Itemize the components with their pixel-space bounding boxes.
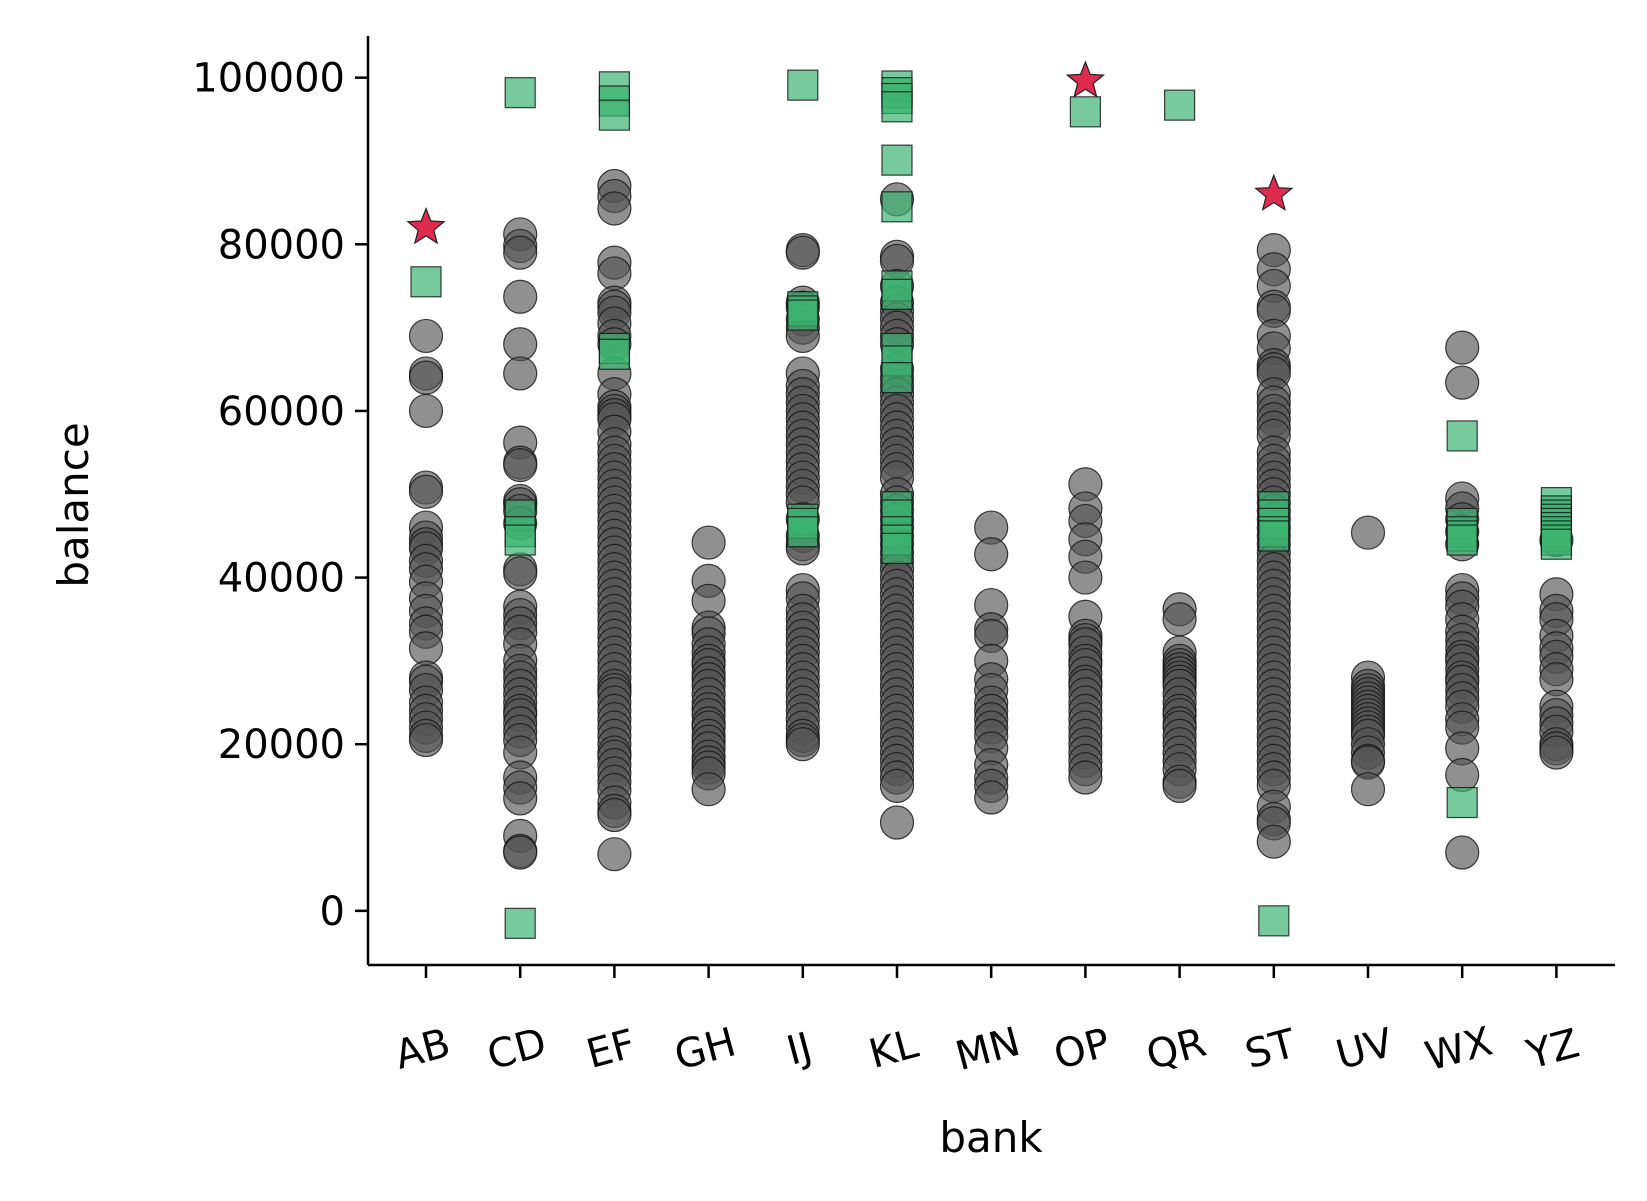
data-point <box>408 393 444 429</box>
plot-area <box>406 60 1574 939</box>
x-tick-label: MN <box>951 1019 1025 1080</box>
data-point <box>503 835 538 870</box>
y-ticks: 0 20000 40000 60000 80000 100000 <box>192 56 368 935</box>
data-point <box>1350 515 1386 550</box>
x-tick-label: YZ <box>1521 1021 1584 1079</box>
x-tick-label: AB <box>390 1020 455 1079</box>
data-point <box>503 235 538 270</box>
data-point <box>974 780 1009 815</box>
x-axis-title: bank <box>939 1113 1043 1162</box>
data-point <box>1068 760 1103 795</box>
data-point <box>1254 173 1294 212</box>
data-point <box>1065 60 1106 98</box>
data-point <box>691 772 726 807</box>
data-point <box>504 77 536 109</box>
x-tick-label: KL <box>864 1021 923 1078</box>
data-point <box>881 91 913 123</box>
x-tick-label: WX <box>1421 1019 1498 1081</box>
data-point <box>1162 602 1197 637</box>
data-point <box>408 318 444 354</box>
data-point <box>1446 420 1478 452</box>
x-tick-label: EF <box>582 1021 641 1078</box>
flagged-series <box>410 69 1573 939</box>
data-point <box>785 727 820 762</box>
y-tick-label: 40000 <box>218 556 345 602</box>
normal-series <box>408 168 1574 872</box>
data-point <box>408 631 444 666</box>
data-point <box>410 266 442 298</box>
data-point <box>504 907 536 939</box>
x-tick-label: OP <box>1049 1020 1115 1079</box>
extreme-series <box>406 60 1294 245</box>
data-point <box>974 537 1009 572</box>
data-point <box>1162 768 1197 803</box>
data-point <box>598 338 631 370</box>
data-point <box>597 256 632 291</box>
data-point <box>503 447 538 483</box>
data-point <box>1445 757 1480 793</box>
data-point <box>881 362 913 394</box>
data-point <box>503 327 538 362</box>
data-point <box>1163 89 1196 121</box>
data-point <box>1445 835 1480 870</box>
data-point <box>597 797 632 833</box>
data-point <box>881 532 913 565</box>
x-tick-label: GH <box>670 1019 741 1079</box>
data-point <box>1256 824 1291 859</box>
y-tick-label: 0 <box>320 889 345 935</box>
data-point <box>881 278 913 310</box>
data-point <box>787 516 819 548</box>
data-point <box>597 191 632 226</box>
data-point <box>503 279 538 314</box>
data-point <box>1445 365 1480 400</box>
x-tick-label: ST <box>1240 1021 1301 1078</box>
data-point <box>881 191 913 223</box>
data-point <box>1350 772 1386 807</box>
data-point <box>879 768 915 803</box>
data-point <box>691 525 726 560</box>
data-point <box>504 524 536 556</box>
y-tick-label: 80000 <box>218 222 345 268</box>
y-axis-title: balance <box>49 422 98 587</box>
y-tick-label: 60000 <box>218 389 345 435</box>
data-point <box>787 299 819 331</box>
x-tick-label: CD <box>483 1020 552 1080</box>
data-point <box>598 99 631 131</box>
data-point <box>503 781 538 816</box>
data-point <box>785 235 820 270</box>
data-point <box>1540 528 1573 560</box>
data-point <box>1068 560 1103 595</box>
data-point <box>408 722 444 758</box>
data-point <box>1258 905 1290 937</box>
y-tick-label: 100000 <box>192 56 345 102</box>
data-point <box>408 474 444 509</box>
data-point <box>879 805 915 840</box>
data-point <box>597 837 632 872</box>
x-tick-label: QR <box>1142 1020 1211 1080</box>
data-point <box>1258 520 1290 552</box>
data-point <box>1539 735 1574 770</box>
axes <box>366 36 1615 967</box>
data-point <box>1069 96 1102 128</box>
x-ticks: AB CD EF GH IJ KL MN OP QR ST UV WX YZ <box>390 965 1584 1080</box>
data-point <box>406 206 446 245</box>
data-point <box>881 144 913 176</box>
data-point <box>1445 330 1480 365</box>
data-point <box>408 360 444 395</box>
data-point <box>503 356 538 391</box>
x-tick-label: UV <box>1331 1020 1398 1079</box>
data-point <box>787 69 819 101</box>
data-point <box>503 556 538 591</box>
y-tick-label: 20000 <box>218 722 345 768</box>
data-point <box>1446 786 1478 819</box>
x-tick-label: IJ <box>782 1024 817 1075</box>
data-point <box>1446 524 1478 556</box>
